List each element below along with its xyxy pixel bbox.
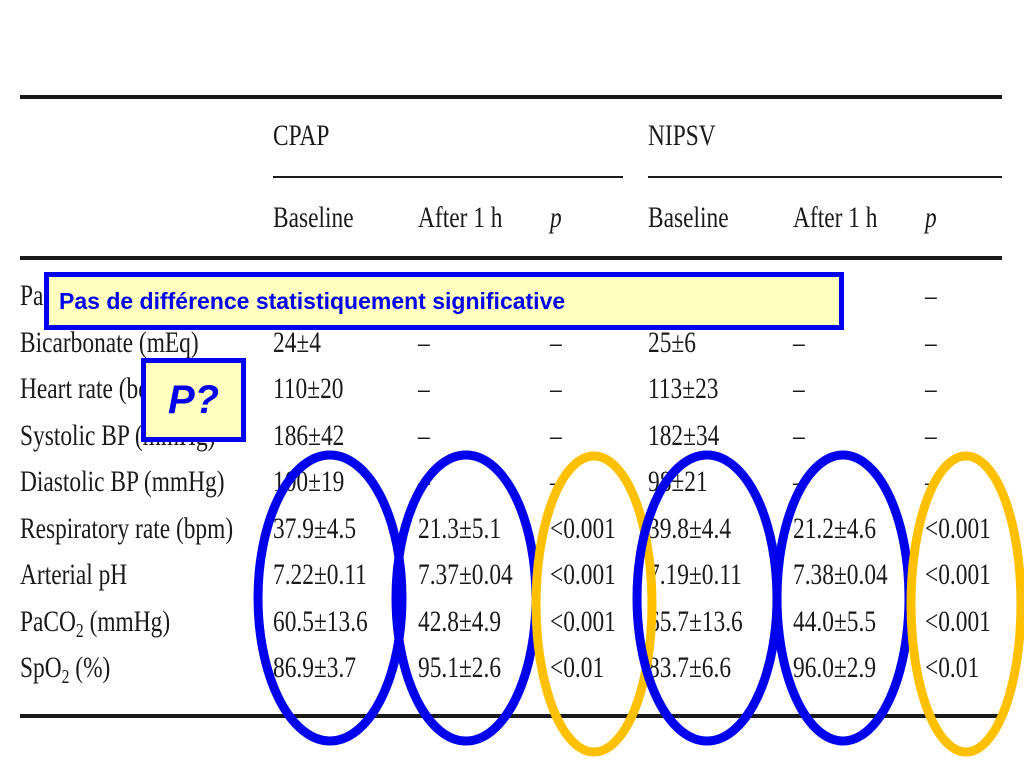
table-cell: – [793, 372, 805, 405]
table-cell: – [550, 325, 562, 359]
table-cell: 7.38±0.04 [793, 558, 888, 591]
cpap-subheader-rule [273, 176, 623, 178]
table-cell: <0.001 [925, 558, 991, 591]
table-cell: <0.001 [925, 511, 991, 545]
row-label-part: Diastolic BP (mmHg) [20, 465, 225, 498]
table-cell: – [418, 418, 430, 452]
subheader-nipsv-p: p [925, 201, 937, 234]
table-cell: – [793, 465, 805, 498]
table-cell: 24±4 [273, 325, 321, 359]
table-cell: 100±19 [273, 465, 345, 498]
annotation-p-question-text: P? [167, 377, 220, 422]
table-cell: – [550, 465, 562, 498]
table-cell: – [925, 372, 937, 405]
subheader-nipsv-after: After 1 h [793, 201, 878, 234]
table-cell: – [418, 325, 430, 359]
table-cell: 186±42 [273, 418, 345, 452]
annotation-banner-text: Pas de différence statistiquement signif… [59, 287, 566, 314]
row-label: Bicarbonate (mEq) [20, 325, 199, 361]
table-header-rule [20, 256, 1002, 260]
row-label: Respiratory rate (bpm) [20, 511, 233, 547]
table-cell: 95.1±2.6 [418, 651, 502, 684]
table-cell: – [793, 325, 805, 359]
table-cell: – [793, 418, 805, 452]
table-cell: – [925, 279, 937, 312]
table-cell: – [550, 372, 562, 405]
row-label-part: SpO [20, 651, 62, 684]
row-label: Arterial pH [20, 557, 127, 593]
subheader-cpap-after: After 1 h [418, 201, 503, 234]
row-label-part: PaCO [20, 604, 76, 638]
subheader-cpap-baseline: Baseline [273, 201, 354, 234]
row-label-part: Respiratory rate (bpm) [20, 511, 234, 545]
table-cell: 21.2±4.6 [793, 511, 877, 545]
annotation-banner: Pas de différence statistiquement signif… [44, 272, 844, 330]
table-cell: 42.8±4.9 [418, 604, 502, 638]
table-cell: 44.0±5.5 [793, 604, 877, 638]
group-header-nipsv: NIPSV [648, 119, 716, 152]
table-cell: – [418, 465, 430, 498]
row-label-part: Bicarbonate (mEq) [20, 325, 199, 359]
group-header-cpap: CPAP [273, 119, 330, 152]
row-label-part: (mmHg) [83, 604, 171, 638]
table-cell: – [925, 325, 937, 359]
table-cell: – [418, 372, 430, 405]
row-label: Diastolic BP (mmHg) [20, 464, 225, 500]
table-cell: 7.19±0.11 [648, 558, 742, 591]
table-cell: 182±34 [648, 418, 720, 452]
row-label: SpO2 (%) [20, 650, 110, 695]
table-cell: 96.0±2.9 [793, 651, 877, 684]
table-cell: 98±21 [648, 465, 708, 498]
table-cell: 60.5±13.6 [273, 604, 368, 638]
table-cell: 110±20 [273, 372, 344, 405]
table-cell: <0.01 [550, 651, 605, 684]
table-cell: – [925, 418, 937, 452]
table-cell: 21.3±5.1 [418, 511, 502, 545]
ellipse-cpap-after [391, 450, 541, 746]
table-cell: 7.37±0.04 [418, 558, 513, 591]
subheader-cpap-p: p [550, 201, 562, 234]
table-cell: 113±23 [648, 372, 719, 405]
row-label-part: Arterial pH [20, 558, 128, 591]
table-cell: 25±6 [648, 325, 696, 359]
table-cell: 37.9±4.5 [273, 511, 357, 545]
table-cell: <0.01 [925, 651, 980, 684]
table-cell: <0.001 [925, 604, 991, 638]
row-label-part: 2 [75, 619, 84, 642]
table-cell: 39.8±4.4 [648, 511, 732, 545]
table-bottom-rule [20, 714, 1002, 718]
table-cell: 86.9±3.7 [273, 651, 357, 684]
table-cell: – [925, 465, 937, 498]
table-cell: 7.22±0.11 [273, 558, 367, 591]
row-label-part: (%) [69, 651, 111, 684]
table-cell: <0.001 [550, 604, 616, 638]
annotation-p-question: P? [141, 358, 246, 442]
table-cell: 65.7±13.6 [648, 604, 743, 638]
table-cell: – [550, 418, 562, 452]
table-top-rule [20, 95, 1002, 99]
row-label-part: 2 [61, 666, 70, 688]
table-cell: 83.7±6.6 [648, 651, 732, 684]
table-cell: <0.001 [550, 511, 616, 545]
table-cell: <0.001 [550, 558, 616, 591]
row-label: PaCO2 (mmHg) [20, 604, 170, 649]
subheader-nipsv-baseline: Baseline [648, 201, 729, 234]
nipsv-subheader-rule [648, 176, 1002, 178]
